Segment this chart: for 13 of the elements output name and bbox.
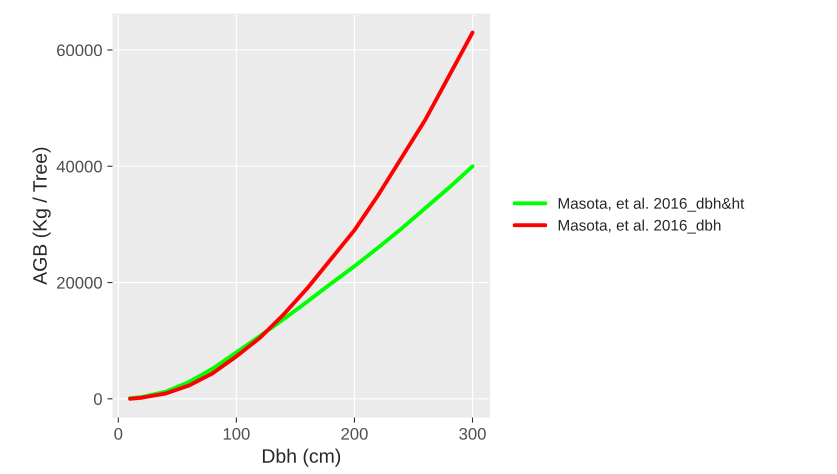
y-tick-label: 60000: [57, 44, 102, 56]
legend-label: Masota, et al. 2016_dbh: [558, 219, 720, 234]
y-tick-label: 20000: [57, 276, 102, 289]
x-axis-title: Dbh (cm): [262, 448, 340, 467]
y-tick-label: 40000: [56, 160, 102, 172]
x-tick-label: 0: [114, 428, 122, 440]
x-tick-label: 200: [341, 428, 368, 440]
x-tick-label: 300: [459, 428, 486, 440]
x-tick-label: 100: [224, 428, 250, 440]
y-axis-title: AGB (Kg / Tree): [32, 148, 51, 285]
y-tick-label: 0: [94, 393, 102, 406]
legend-label: Masota, et al. 2016_dbh&ht: [558, 198, 744, 212]
line-series: [128, 30, 474, 401]
